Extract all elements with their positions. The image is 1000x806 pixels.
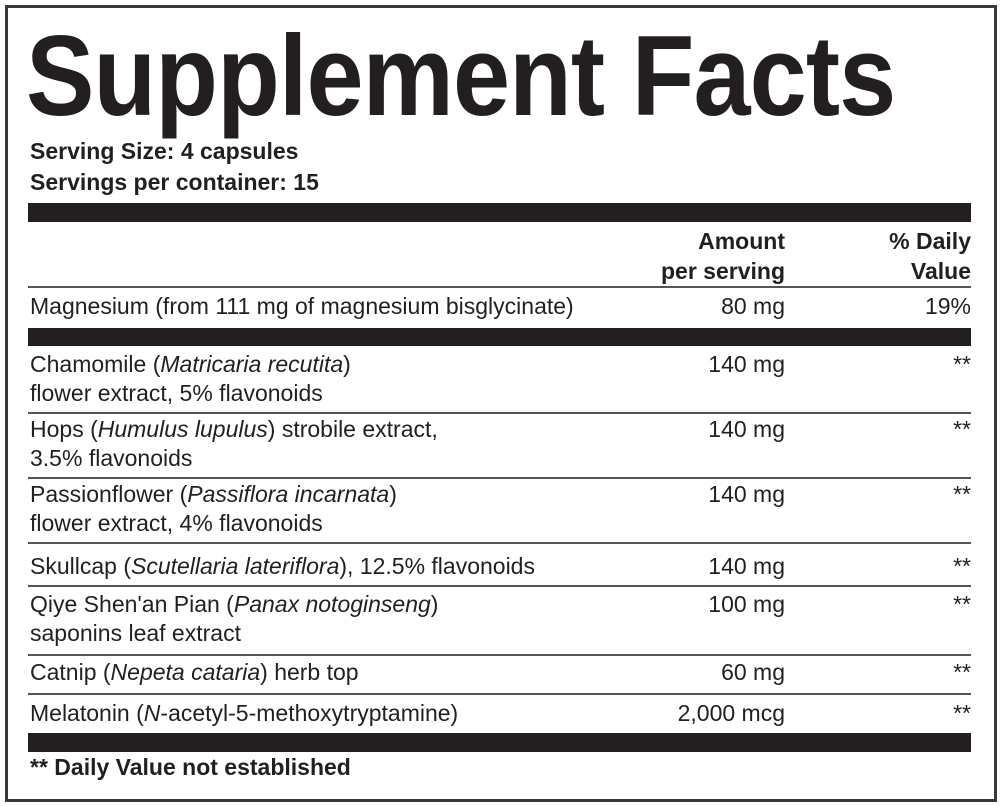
thick-divider: [28, 733, 971, 752]
ingredient-name: Skullcap (Scutellaria lateriflora), 12.5…: [30, 552, 535, 581]
latin-name: Humulus lupulus: [97, 416, 268, 442]
amount-per-serving: 60 mg: [721, 659, 785, 685]
name-text: Hops (: [30, 416, 98, 442]
name-text: flower extract, 4% flavonoids: [30, 510, 323, 536]
amount-per-serving: 2,000 mcg: [677, 700, 785, 726]
divider: [28, 585, 971, 587]
daily-value: **: [953, 591, 971, 617]
daily-value-header: % Daily Value: [889, 226, 971, 286]
dv-header-line2: Value: [910, 258, 971, 284]
amount-per-serving: 140 mg: [708, 481, 785, 507]
name-text: ): [343, 351, 351, 377]
amount-header-line2: per serving: [661, 258, 785, 284]
latin-name: Passiflora incarnata: [187, 481, 390, 507]
latin-name: Matricaria recutita: [160, 351, 344, 377]
dv-header-line1: % Daily: [889, 228, 971, 254]
daily-value: **: [953, 351, 971, 377]
label-border: [5, 5, 997, 802]
name-text: ) strobile extract,: [267, 416, 438, 442]
name-text: Qiye Shen'an Pian (: [30, 591, 234, 617]
divider: [28, 286, 971, 288]
ingredient-name-line: saponins leaf extract: [30, 619, 438, 648]
ingredient-name-line: Catnip (Nepeta cataria) herb top: [30, 658, 359, 687]
ingredient-name-line: flower extract, 5% flavonoids: [30, 379, 351, 408]
name-text: ) herb top: [260, 659, 359, 685]
name-text: Chamomile (: [30, 351, 161, 377]
latin-name: Nepeta cataria: [110, 659, 261, 685]
ingredient-name: Passionflower (Passiflora incarnata) flow…: [30, 480, 397, 538]
ingredient-name-line: Chamomile (Matricaria recutita): [30, 350, 351, 379]
page-title: Supplement Facts: [26, 13, 896, 140]
name-text: -acetyl-5-methoxytryptamine): [160, 700, 459, 726]
ingredient-name-line: Magnesium (from 111 mg of magnesium bisg…: [30, 292, 574, 321]
divider: [28, 412, 971, 414]
latin-name: Scutellaria lateriflora: [130, 553, 340, 579]
name-text: flower extract, 5% flavonoids: [30, 380, 323, 406]
name-text: ): [389, 481, 397, 507]
thick-divider: [28, 328, 971, 346]
name-text: Magnesium (from 111 mg of magnesium bisg…: [30, 293, 574, 319]
ingredient-name: Magnesium (from 111 mg of magnesium bisg…: [30, 292, 574, 321]
divider: [28, 542, 971, 544]
ingredient-name-line: flower extract, 4% flavonoids: [30, 509, 397, 538]
ingredient-name-line: Skullcap (Scutellaria lateriflora), 12.5…: [30, 552, 535, 581]
ingredient-name: Catnip (Nepeta cataria) herb top: [30, 658, 359, 687]
amount-per-serving: 140 mg: [708, 351, 785, 377]
ingredient-name-line: Passionflower (Passiflora incarnata): [30, 480, 397, 509]
name-text: Catnip (: [30, 659, 111, 685]
daily-value: **: [953, 481, 971, 507]
name-text: Passionflower (: [30, 481, 188, 507]
ingredient-name: Chamomile (Matricaria recutita) flower ex…: [30, 350, 351, 408]
ingredient-name-line: Melatonin (N-acetyl-5-methoxytryptamine): [30, 699, 458, 728]
amount-header: Amount per serving: [661, 226, 785, 286]
thick-divider: [28, 203, 971, 222]
name-text: 3.5% flavonoids: [30, 445, 193, 471]
amount-per-serving: 140 mg: [708, 553, 785, 579]
ingredient-name-line: Hops (Humulus lupulus) strobile extract,: [30, 415, 438, 444]
name-text: Skullcap (: [30, 553, 131, 579]
footnote: ** Daily Value not established: [30, 754, 351, 780]
servings-per-container: Servings per container: 15: [30, 169, 319, 195]
amount-per-serving: 100 mg: [708, 591, 785, 617]
ingredient-name: Qiye Shen'an Pian (Panax notoginseng) sap…: [30, 590, 438, 648]
latin-name: Panax notoginseng: [233, 591, 431, 617]
divider: [28, 477, 971, 479]
serving-size: Serving Size: 4 capsules: [30, 138, 299, 164]
ingredient-name: Melatonin (N-acetyl-5-methoxytryptamine): [30, 699, 458, 728]
ingredient-name-line: Qiye Shen'an Pian (Panax notoginseng): [30, 590, 438, 619]
daily-value: 19%: [924, 293, 971, 319]
daily-value: **: [953, 553, 971, 579]
amount-per-serving: 80 mg: [721, 293, 785, 319]
daily-value: **: [953, 416, 971, 442]
ingredient-name: Hops (Humulus lupulus) strobile extract,…: [30, 415, 438, 473]
ingredient-name-line: 3.5% flavonoids: [30, 444, 438, 473]
divider: [28, 654, 971, 656]
daily-value: **: [953, 700, 971, 726]
name-text: ): [430, 591, 439, 617]
name-text: ), 12.5% flavonoids: [339, 553, 535, 579]
divider: [28, 693, 971, 695]
daily-value: **: [953, 659, 971, 685]
amount-header-line1: Amount: [698, 228, 785, 254]
latin-name: N: [143, 700, 161, 726]
amount-per-serving: 140 mg: [708, 416, 785, 442]
name-text: saponins leaf extract: [30, 620, 241, 646]
name-text: Melatonin (: [30, 700, 144, 726]
